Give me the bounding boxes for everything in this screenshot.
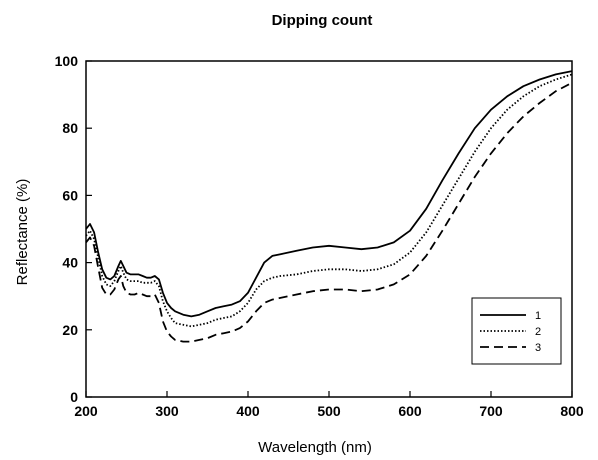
y-tick-label: 40 [62,255,78,271]
x-tick-label: 600 [398,403,422,419]
series-line-1 [85,70,573,318]
y-tick-label: 0 [70,389,78,405]
series-lines [85,70,573,343]
y-tick-label: 60 [62,187,78,203]
y-axis-label: Reflectance (%) [14,179,31,286]
legend: 1 2 3 [471,297,562,365]
y-axis-ticks: 0 20 40 60 80 100 [55,53,92,405]
x-tick-label: 300 [155,403,179,419]
chart-title: Dipping count [272,12,373,29]
x-tick-label: 700 [479,403,503,419]
y-tick-label: 80 [62,120,78,136]
legend-label-2: 2 [535,326,541,338]
legend-label-1: 1 [535,310,541,322]
x-axis-label: Wavelength (nm) [258,439,372,456]
x-tick-label: 800 [560,403,584,419]
y-tick-label: 20 [62,322,78,338]
y-tick-label: 100 [55,53,79,69]
x-tick-label: 500 [317,403,341,419]
series-line-3 [85,82,573,343]
series-line-2 [85,73,573,328]
x-tick-label: 200 [74,403,98,419]
x-axis-ticks: 200 300 400 500 600 700 800 [74,391,584,419]
legend-label-3: 3 [535,342,541,354]
x-tick-label: 400 [236,403,260,419]
